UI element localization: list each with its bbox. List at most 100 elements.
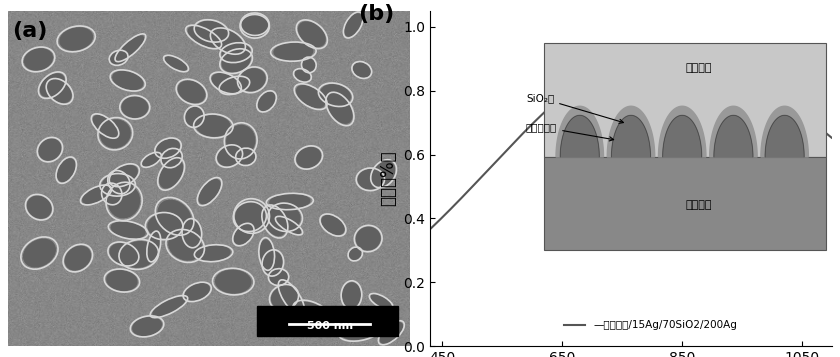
Ellipse shape [24,49,52,70]
Ellipse shape [264,207,286,236]
Ellipse shape [28,196,51,218]
Text: 石英衬底: 石英衬底 [685,200,712,210]
Ellipse shape [271,286,297,308]
Ellipse shape [227,126,255,156]
Ellipse shape [199,180,220,203]
Ellipse shape [373,162,395,186]
Bar [544,43,826,157]
Text: 500 nm: 500 nm [307,321,353,331]
Ellipse shape [111,222,145,238]
Ellipse shape [223,51,250,72]
Ellipse shape [109,172,129,192]
Text: (a): (a) [13,21,48,41]
Ellipse shape [345,14,361,36]
Ellipse shape [160,160,182,188]
Bar [257,306,398,336]
Ellipse shape [58,159,75,181]
Polygon shape [710,106,757,157]
Ellipse shape [242,16,267,36]
Ellipse shape [158,200,191,232]
Ellipse shape [197,116,230,136]
Polygon shape [612,115,650,157]
Ellipse shape [148,233,160,260]
Ellipse shape [298,22,325,46]
Ellipse shape [243,15,267,34]
Ellipse shape [359,170,382,189]
Ellipse shape [381,322,402,343]
Ellipse shape [302,58,315,71]
Ellipse shape [274,44,312,60]
Ellipse shape [277,218,301,233]
Ellipse shape [343,283,360,307]
Ellipse shape [66,246,91,270]
Ellipse shape [165,56,186,71]
Ellipse shape [186,107,202,126]
Ellipse shape [24,239,55,267]
Ellipse shape [322,216,344,235]
Ellipse shape [218,146,240,166]
Ellipse shape [118,36,144,60]
Polygon shape [714,115,753,157]
Ellipse shape [48,80,71,102]
Ellipse shape [107,271,137,290]
Ellipse shape [371,295,391,308]
Ellipse shape [354,63,370,77]
Ellipse shape [103,185,120,203]
Ellipse shape [101,120,130,147]
Ellipse shape [188,27,219,47]
Polygon shape [663,115,701,157]
Polygon shape [761,106,808,157]
Ellipse shape [264,252,282,274]
Polygon shape [607,106,654,157]
Ellipse shape [122,242,155,267]
Ellipse shape [328,95,352,123]
Ellipse shape [296,302,331,328]
Ellipse shape [197,21,226,40]
Ellipse shape [108,185,139,218]
Ellipse shape [111,51,127,64]
Ellipse shape [102,175,133,195]
Ellipse shape [234,225,253,244]
Ellipse shape [297,147,321,167]
Polygon shape [765,115,804,157]
Ellipse shape [213,74,239,92]
Ellipse shape [295,70,310,81]
Text: 连续银膜: 连续银膜 [685,62,712,72]
Ellipse shape [162,150,181,166]
Ellipse shape [183,221,200,246]
Ellipse shape [349,248,361,260]
Ellipse shape [236,201,267,231]
Bar [544,157,826,250]
Ellipse shape [133,317,161,335]
Ellipse shape [185,283,209,300]
Ellipse shape [213,30,243,52]
Ellipse shape [356,227,380,250]
Ellipse shape [236,204,264,229]
Text: (b): (b) [358,4,394,24]
Polygon shape [556,106,603,157]
Ellipse shape [197,246,230,261]
Ellipse shape [110,244,137,264]
Ellipse shape [321,85,350,105]
Ellipse shape [148,215,180,238]
Text: SiO₂层: SiO₂层 [526,93,623,124]
Ellipse shape [169,232,202,260]
Y-axis label: 吸收（%）: 吸收（%） [380,151,397,206]
Ellipse shape [258,92,275,110]
Ellipse shape [157,140,179,157]
Ellipse shape [223,44,249,61]
Ellipse shape [342,319,381,340]
Ellipse shape [297,86,324,107]
Polygon shape [659,106,706,157]
Ellipse shape [239,69,265,91]
Ellipse shape [270,195,310,208]
Ellipse shape [40,74,64,96]
Ellipse shape [60,28,92,50]
Ellipse shape [281,282,302,313]
Polygon shape [560,115,599,157]
Ellipse shape [39,139,60,160]
Ellipse shape [222,77,248,93]
Ellipse shape [113,71,143,90]
Ellipse shape [122,97,148,117]
Ellipse shape [237,150,255,164]
